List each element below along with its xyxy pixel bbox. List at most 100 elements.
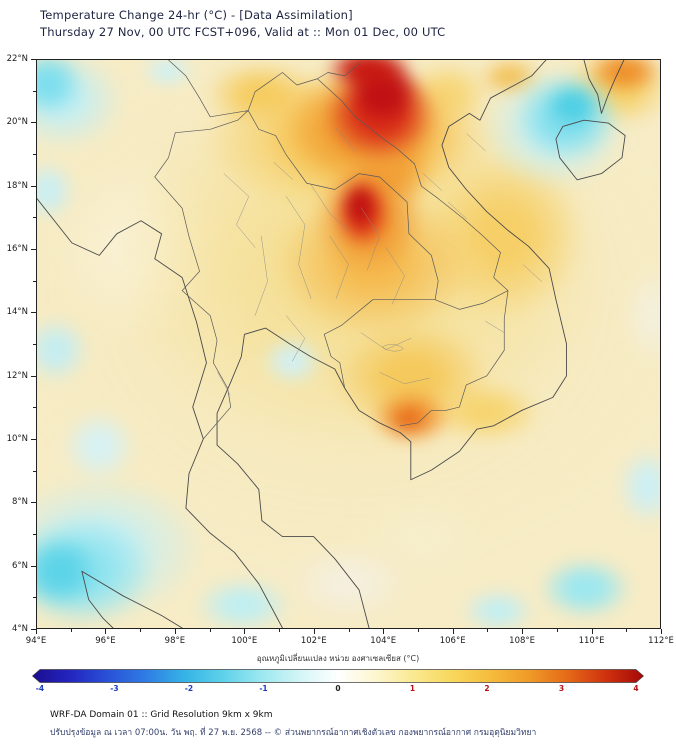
lon-tick — [661, 629, 662, 634]
lon-minor-tick — [487, 629, 489, 632]
colorbar-tick-label: 0 — [335, 684, 341, 693]
lat-tick-label: 16°N — [6, 244, 28, 254]
coastline-leizhou-path — [584, 60, 624, 113]
lat-axis: 22°N 20°N 18°N 16°N 14°N 12°N 10°N 8°N 6°N 4°N — [2, 54, 36, 634]
lon-minor-tick — [279, 629, 281, 632]
lon-tick — [591, 629, 593, 634]
lon-tick — [244, 629, 246, 634]
lat-tick — [31, 375, 36, 377]
map-borders-svg — [37, 60, 660, 628]
lon-minor-tick — [348, 629, 350, 632]
lon-tick — [36, 629, 37, 634]
lat-tick-label: 18°N — [6, 180, 28, 191]
lon-axis: 94°E 96°E 98°E 100°E 102°E 104°E 106°E 108°E 110… — [26, 629, 674, 653]
lat-tick-label: 20°N — [6, 117, 28, 128]
field-blob — [139, 60, 196, 89]
colorbar-ticks: -4 -3 -2 -1 0 1 2 3 4 — [32, 683, 644, 695]
lat-tick — [31, 312, 36, 314]
lon-minor-tick — [626, 629, 628, 632]
colorbar-tick-label: -4 — [35, 684, 45, 693]
map-plot: 22°N 20°N 18°N 16°N 14°N 12°N 10°N 8°N 6°N 4°N 94… — [7, 54, 674, 646]
lon-tick-label: 110°E — [578, 636, 605, 646]
lat-tick-label: 8°N — [11, 497, 28, 508]
lat-minor-tick — [33, 470, 36, 472]
lon-tick — [174, 629, 176, 634]
lat-tick-label: 22°N — [6, 54, 28, 64]
lon-minor-tick — [417, 629, 419, 632]
lon-minor-tick — [556, 629, 558, 632]
lat-tick — [31, 122, 36, 124]
lon-tick-label: 98°E — [164, 636, 186, 646]
colorbar-tick-label: 4 — [633, 684, 639, 693]
lon-tick-label: 100°E — [231, 636, 258, 646]
chart-title: Temperature Change 24-hr (°C) - [Data As… — [40, 8, 353, 22]
colorbar-tick-label: 1 — [409, 684, 416, 693]
lat-minor-tick — [33, 344, 36, 345]
footer: WRF-DA Domain 01 :: Grid Resolution 9km … — [50, 710, 536, 739]
lon-tick — [522, 629, 524, 634]
lon-tick — [452, 629, 454, 634]
map-area — [36, 59, 661, 629]
lat-tick-label: 12°N — [6, 370, 28, 381]
lon-tick — [383, 629, 385, 634]
lon-tick-label: 108°E — [509, 636, 536, 646]
coastline-west-path — [37, 199, 282, 628]
update-credit: ปรับปรุงข้อมูล ณ เวลา 07:00น. วัน พฤ. ที… — [50, 728, 537, 738]
lat-tick-label: 6°N — [11, 560, 28, 571]
field-blob — [192, 576, 293, 628]
lat-tick — [31, 439, 36, 440]
model-info: WRF-DA Domain 01 :: Grid Resolution 9km … — [50, 710, 273, 720]
colorbar-gradient-bar — [32, 669, 644, 683]
country-borders-path — [155, 60, 508, 439]
lat-tick-label: 4°N — [11, 624, 28, 634]
colorbar-tick-label: 2 — [484, 684, 490, 693]
lat-minor-tick — [33, 407, 36, 409]
lat-minor-tick — [33, 280, 36, 282]
hainan-island-path — [556, 120, 625, 180]
colorbar-tick-label: -2 — [184, 684, 194, 693]
colorbar-tick-label: -1 — [259, 684, 268, 693]
lat-minor-tick — [33, 534, 36, 535]
lat-minor-tick — [33, 154, 36, 155]
lat-minor-tick — [33, 597, 36, 599]
lat-tick-label: 10°N — [6, 434, 28, 444]
sumatra-coast-path — [82, 571, 182, 628]
field-blob — [37, 315, 90, 384]
chart-subtitle: Thursday 27 Nov, 00 UTC FCST+096, Valid … — [40, 25, 446, 39]
lat-tick — [31, 565, 36, 567]
lat-minor-tick — [33, 217, 36, 219]
field-blob — [616, 446, 660, 526]
lon-tick — [105, 629, 107, 634]
lon-minor-tick — [209, 629, 211, 632]
field-blob — [538, 557, 632, 620]
lon-tick-label: 102°E — [300, 636, 327, 646]
field-blob — [61, 409, 137, 484]
lat-tick — [31, 502, 36, 504]
header: Temperature Change 24-hr (°C) - [Data As… — [40, 8, 445, 39]
lat-tick — [31, 249, 36, 250]
lon-tick — [313, 629, 315, 634]
field-blob — [342, 182, 378, 229]
lat-tick-label: 14°N — [6, 307, 28, 318]
lat-minor-tick — [33, 90, 36, 92]
lat-tick — [31, 59, 36, 60]
lon-minor-tick — [70, 629, 72, 632]
colorbar-arrow-shape — [32, 669, 644, 683]
field-blob — [286, 542, 411, 623]
lon-tick-label: 104°E — [370, 636, 397, 646]
colorbar-tick-label: -3 — [110, 684, 119, 693]
province-borders-path — [218, 128, 542, 395]
lat-tick — [31, 629, 36, 630]
lon-minor-tick — [140, 629, 142, 632]
coastline-gulf-vietnam-path — [217, 60, 567, 628]
colorbar: อุณหภูมิเปลี่ยนแปลง หน่วย องศาเซลเซียส (… — [32, 652, 644, 695]
lon-tick-label: 96°E — [95, 636, 116, 646]
field-blob — [37, 534, 100, 609]
lon-tick-label: 106°E — [439, 636, 466, 646]
lon-tick-label: 112°E — [648, 636, 674, 646]
field-blob — [460, 588, 536, 628]
colorbar-tick-label: 3 — [558, 684, 565, 693]
field-layer — [37, 60, 660, 628]
field-blob — [544, 82, 601, 129]
